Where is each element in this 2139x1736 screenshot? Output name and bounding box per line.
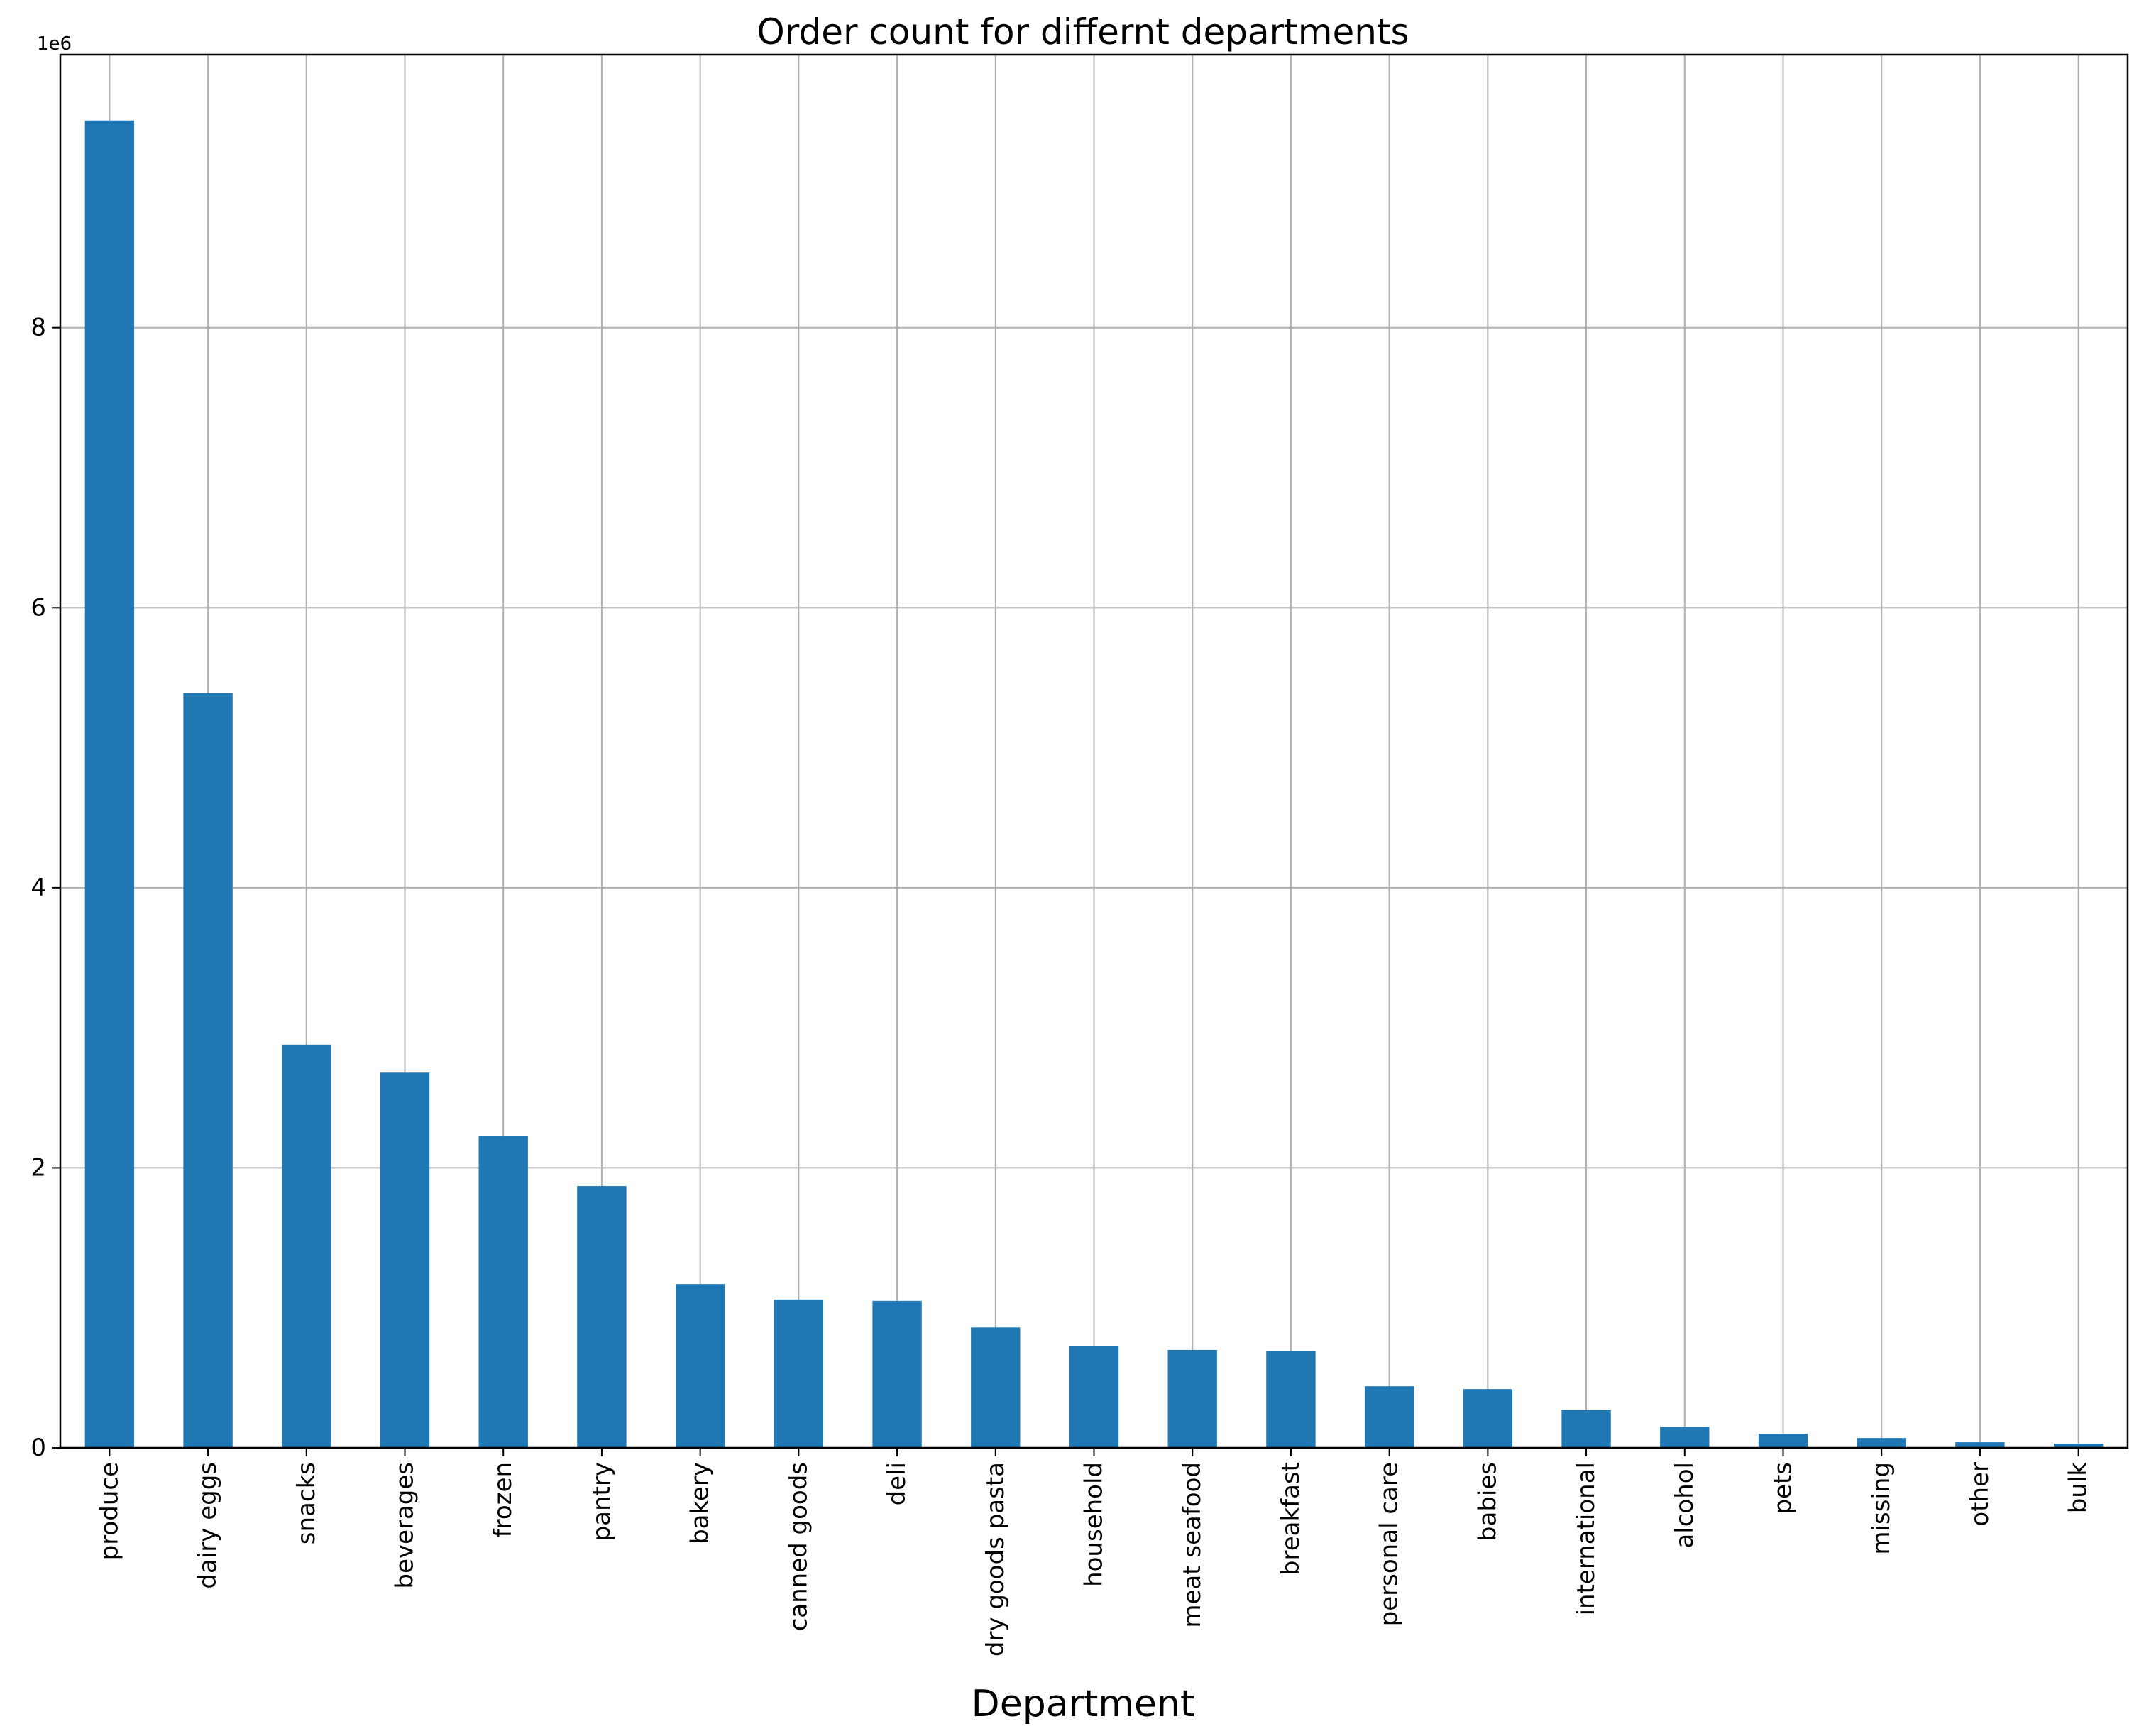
y-axis-offset-label: 1e6 xyxy=(37,33,72,55)
x-tick-label: breakfast xyxy=(1277,1462,1305,1576)
x-tick-label: household xyxy=(1080,1462,1109,1587)
x-tick-label: missing xyxy=(1867,1462,1896,1555)
bar-dairy-eggs xyxy=(183,693,233,1448)
x-tick-label: beverages xyxy=(391,1462,419,1589)
bar-alcohol xyxy=(1660,1427,1710,1448)
bar-international xyxy=(1561,1410,1611,1448)
x-tick-label: alcohol xyxy=(1671,1462,1699,1549)
x-tick-label: meat seafood xyxy=(1178,1462,1206,1628)
bar-deli xyxy=(872,1300,922,1448)
bars xyxy=(84,120,2104,1449)
chart-title: Order count for differnt departments xyxy=(757,11,1409,53)
bar-missing xyxy=(1857,1438,1906,1448)
bar-household xyxy=(1069,1345,1119,1448)
x-tick-label: pets xyxy=(1769,1462,1798,1515)
bar-babies xyxy=(1463,1389,1513,1448)
x-tick-label: other xyxy=(1966,1462,1994,1527)
x-tick-label: personal care xyxy=(1375,1462,1404,1626)
bar-pantry xyxy=(577,1186,627,1448)
bar-personal-care xyxy=(1364,1386,1414,1448)
bar-beverages xyxy=(380,1072,430,1448)
x-tick-label: babies xyxy=(1473,1462,1502,1542)
x-tick-label: international xyxy=(1572,1462,1600,1615)
grid xyxy=(60,55,2128,1449)
y-tick-label: 6 xyxy=(31,593,46,622)
x-tick-label: canned goods xyxy=(784,1462,813,1631)
y-tick-label: 8 xyxy=(31,314,46,342)
y-tick-label: 4 xyxy=(31,874,46,902)
x-tick-label: deli xyxy=(883,1462,911,1505)
x-tick-label: dairy eggs xyxy=(194,1462,222,1589)
bar-meat-seafood xyxy=(1167,1349,1217,1448)
bar-canned-goods xyxy=(774,1299,824,1448)
x-axis-label: Department xyxy=(972,1683,1195,1725)
x-tick-label: bakery xyxy=(686,1462,715,1544)
bar-frozen xyxy=(478,1136,528,1448)
y-tick-label: 0 xyxy=(31,1434,46,1462)
x-tick-label: snacks xyxy=(292,1462,321,1544)
x-tick-label: bulk xyxy=(2064,1462,2093,1514)
x-tick-label: dry goods pasta xyxy=(981,1462,1010,1657)
bar-produce xyxy=(84,120,135,1449)
bar-bakery xyxy=(675,1284,725,1448)
bar-dry-goods-pasta xyxy=(971,1327,1021,1448)
bar-breakfast xyxy=(1266,1351,1316,1448)
bar-bulk xyxy=(2053,1444,2104,1448)
x-tick-label: produce xyxy=(95,1462,123,1560)
bar-snacks xyxy=(282,1044,331,1448)
bar-other xyxy=(1955,1442,2005,1448)
y-tick-label: 2 xyxy=(31,1153,46,1182)
x-tick-label: pantry xyxy=(588,1462,616,1541)
bar-pets xyxy=(1758,1434,1808,1448)
x-tick-label: frozen xyxy=(489,1462,517,1537)
ticks: produce dairy eggs snacks beverages frozen pa… xyxy=(31,314,2092,1657)
